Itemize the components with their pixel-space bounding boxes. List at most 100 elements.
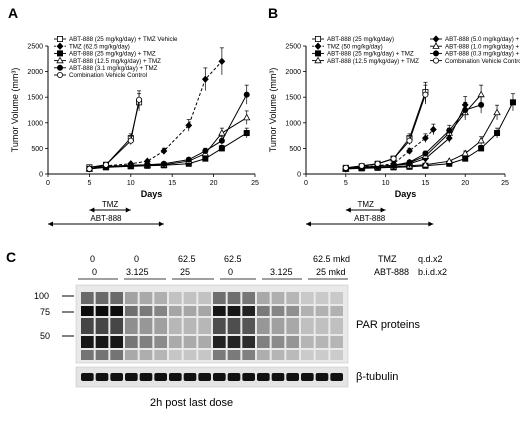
chart-a-x-tick-label: 5: [87, 180, 91, 187]
chart-b-legend-entry: ABT-888 (25 mg/kg/day) + TMZ: [327, 51, 414, 58]
chart-a-legend: ABT-888 (25 mg/kg/day) + TMZ VehicleTMZ …: [54, 36, 178, 79]
chart-b-legend-entry: ABT-888 (25 mg/kg/day): [327, 36, 394, 43]
chart-a-legend-marker: [56, 42, 64, 50]
par-band-50: [227, 336, 241, 348]
chart-a-legend-marker: [57, 50, 64, 57]
mw-marker-75: 75: [40, 307, 50, 317]
abt-value-1: 0: [92, 267, 97, 277]
par-band-mid: [139, 318, 153, 334]
par-band-75: [110, 306, 123, 316]
tubulin-band: [198, 373, 211, 381]
chart-a-point: [136, 96, 143, 103]
chart-b-x-tick-label: 10: [382, 180, 390, 187]
blot-caption: 2h post last dose: [150, 397, 233, 409]
chart-b-legend-marker: [432, 35, 440, 43]
par-band-50: [81, 336, 94, 348]
tubulin-band: [125, 373, 138, 381]
chart-b-point: [390, 162, 397, 169]
chart-b-legend-entry: ABT-888 (0.3 mg/kg/day) + TMZ: [445, 51, 520, 58]
tubulin-band: [213, 373, 226, 381]
chart-b-point: [477, 136, 485, 144]
par-band-low: [183, 350, 197, 360]
chart-a-point: [127, 162, 134, 169]
chart-a-legend-entry: TMZ (62.5 mg/kg/day): [69, 43, 130, 50]
chart-a-point: [202, 147, 209, 154]
chart-a-y-tick-label: 500: [31, 146, 43, 153]
chart-a-y-tick-label: 1000: [27, 120, 43, 127]
par-band-50: [315, 336, 329, 348]
par-band-low: [315, 350, 329, 360]
par-band-50: [110, 336, 123, 348]
chart-a-series-line-2: [89, 61, 223, 170]
tubulin-band: [139, 373, 153, 381]
par-band-75: [183, 306, 197, 316]
chart-a-x-tick-label: 0: [46, 180, 50, 187]
tubulin-band: [271, 373, 285, 381]
par-band-50: [330, 336, 343, 348]
chart-a-point: [185, 121, 193, 129]
chart-a-point: [144, 161, 151, 168]
par-band-mid: [183, 318, 197, 334]
chart-a-legend-marker: [56, 56, 64, 64]
par-band-high: [271, 292, 285, 304]
par-band-high: [242, 292, 255, 304]
par-band-mid: [110, 318, 123, 334]
chart-b-point: [461, 149, 469, 157]
par-band-high: [286, 292, 299, 304]
par-band-75: [227, 306, 241, 316]
par-band-low: [286, 350, 299, 360]
par-band-mid: [169, 318, 182, 334]
chart-b-dosing-arrow-left: [306, 221, 311, 227]
chart-a-legend-marker: [57, 72, 64, 79]
chart-a-dosing-arrow-right: [125, 207, 131, 213]
par-band-low: [139, 350, 153, 360]
chart-b-dosing-arrow-left: [345, 207, 351, 213]
chart-b-point: [462, 155, 469, 162]
chart-b-point: [358, 162, 365, 169]
par-band-low: [257, 350, 270, 360]
chart-a-dosing-label: ABT-888: [90, 214, 122, 223]
chart-b-series-line-6: [345, 94, 482, 170]
par-band-mid: [257, 318, 270, 334]
par-band-75: [257, 306, 270, 316]
chart-a-point: [127, 137, 134, 144]
chart-b-legend-entry: ABT-888 (1.0 mg/kg/day) + TMZ: [445, 43, 520, 50]
par-band-50: [257, 336, 270, 348]
par-band-75: [169, 306, 182, 316]
par-band-mid: [242, 318, 255, 334]
par-band-75: [95, 306, 109, 316]
par-band-high: [330, 292, 343, 304]
chart-b-dosing-arrow-right: [380, 207, 386, 213]
chart-b-y-tick-label: 500: [289, 146, 301, 153]
par-band-mid: [301, 318, 314, 334]
chart-b-point: [478, 101, 485, 108]
chart-b-point: [422, 150, 429, 157]
par-band-high: [213, 292, 226, 304]
chart-b-series-line-4: [345, 112, 498, 170]
western-blot: 0 0 62.5 62.5 62.5 mkd 0 3.125 25 0 3.12…: [34, 254, 447, 409]
chart-a-y-tick-label: 2000: [27, 69, 43, 76]
chart-a-point: [160, 160, 167, 167]
chart-b-y-tick-label: 1500: [285, 95, 301, 102]
chart-a-dosing-label: TMZ: [102, 200, 119, 209]
chart-b-point: [509, 99, 516, 106]
chart-b-point: [406, 159, 413, 166]
tubulin-band: [242, 373, 255, 381]
chart-a-point: [243, 113, 251, 121]
tubulin-band: [330, 373, 343, 381]
chart-b-x-tick-label: 25: [501, 180, 509, 187]
tubulin-band: [95, 373, 109, 381]
par-lanes: [81, 292, 343, 360]
abt-value-3: 25: [180, 267, 190, 277]
tubulin-band: [81, 373, 94, 381]
par-band-75: [154, 306, 167, 316]
chart-a-x-axis-title: Days: [141, 189, 163, 199]
chart-a-point: [218, 137, 225, 144]
chart-b-legend-marker: [432, 50, 439, 57]
tubulin-lanes: [81, 373, 343, 381]
chart-a-dosing-arrow-right: [158, 221, 164, 227]
chart-a-point: [243, 130, 250, 137]
par-band-50: [198, 336, 211, 348]
panel-b-label: B: [268, 5, 278, 21]
chart-b-point: [462, 107, 469, 114]
